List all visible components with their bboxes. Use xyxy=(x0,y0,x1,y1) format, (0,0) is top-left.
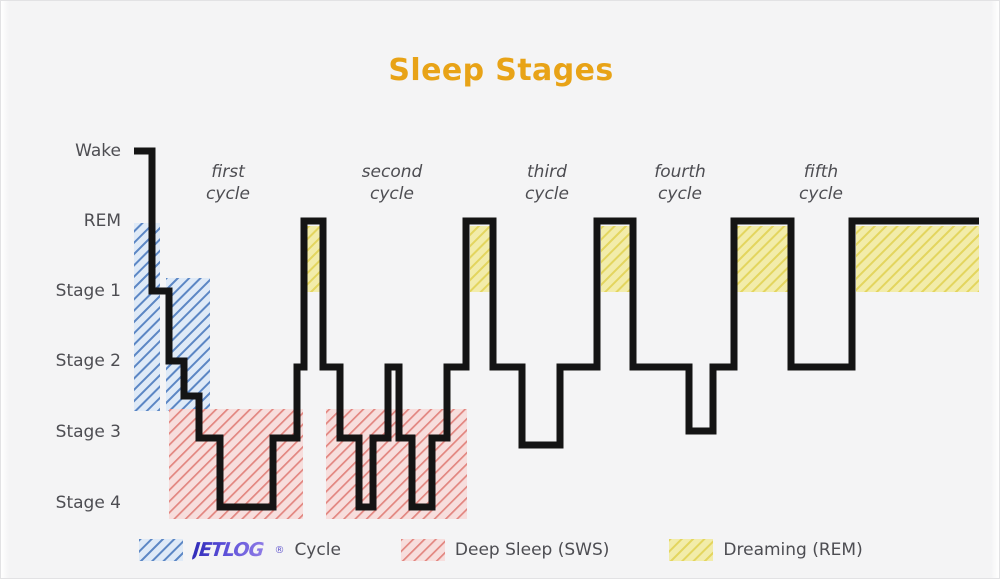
y-axis-label-rem: REM xyxy=(83,211,121,231)
cycle-label-line1: fourth xyxy=(654,162,706,182)
cycle-label-4: fourth cycle xyxy=(654,161,706,205)
cycle-label-line1: fifth xyxy=(803,162,839,182)
cycle-label-line2: cycle xyxy=(370,184,414,204)
cycle-region-2 xyxy=(166,278,210,411)
cycle-label-line2: cycle xyxy=(799,184,843,204)
rem-region-group xyxy=(307,226,979,292)
cycle-label-line1: second xyxy=(361,162,423,182)
legend-swatch-rem-icon xyxy=(669,539,714,561)
deep-sleep-region-group xyxy=(169,409,467,519)
deep-sleep-region-1 xyxy=(169,409,303,519)
cycle-label-line2: cycle xyxy=(658,184,702,204)
cycle-label-line2: cycle xyxy=(525,184,569,204)
legend-label-deep-sleep: Deep Sleep (SWS) xyxy=(454,540,610,560)
cycle-label-line2: cycle xyxy=(206,184,250,204)
y-axis-label-stage-4: Stage 4 xyxy=(55,493,121,513)
legend-item-deep-sleep[interactable]: Deep Sleep (SWS) xyxy=(400,539,610,561)
hypnogram-line xyxy=(134,147,979,511)
cycle-label-1: first cycle xyxy=(206,161,250,205)
cycle-region-group xyxy=(134,223,210,411)
jetlog-logo: JETLOG xyxy=(192,539,265,561)
rem-region-5 xyxy=(856,226,979,292)
y-axis: Wake REM Stage 1 Stage 2 Stage 3 Stage 4 xyxy=(1,1,121,578)
y-axis-label-stage-1: Stage 1 xyxy=(55,281,121,301)
legend-label-rem: Dreaming (REM) xyxy=(723,540,863,560)
rem-region-2 xyxy=(470,226,491,292)
legend-label-cycle: Cycle xyxy=(294,540,341,560)
y-axis-label-stage-3: Stage 3 xyxy=(55,422,121,442)
legend-swatch-cycle-icon xyxy=(139,539,184,561)
y-axis-label-stage-2: Stage 2 xyxy=(55,351,121,371)
rem-region-4 xyxy=(737,226,791,292)
cycle-label-line1: third xyxy=(527,162,567,182)
legend-swatch-deep-sleep-icon xyxy=(400,539,445,561)
y-axis-label-wake: Wake xyxy=(75,141,121,161)
cycle-label-3: third cycle xyxy=(525,161,569,205)
legend: JETLOG ® Cycle Deep Sleep (SWS) Dreaming (RE… xyxy=(1,530,999,570)
cycle-label-2: second cycle xyxy=(362,161,423,205)
legend-item-cycle[interactable]: JETLOG ® Cycle xyxy=(139,539,341,561)
cycle-region-1 xyxy=(134,223,160,411)
cycle-label-line1: first xyxy=(211,162,245,182)
rem-region-3 xyxy=(601,226,633,292)
rem-region-1 xyxy=(307,226,322,292)
registered-trademark-icon: ® xyxy=(274,544,285,556)
cycle-label-5: fifth cycle xyxy=(799,161,843,205)
legend-item-rem[interactable]: Dreaming (REM) xyxy=(669,539,863,561)
page-title: Sleep Stages xyxy=(388,53,614,88)
